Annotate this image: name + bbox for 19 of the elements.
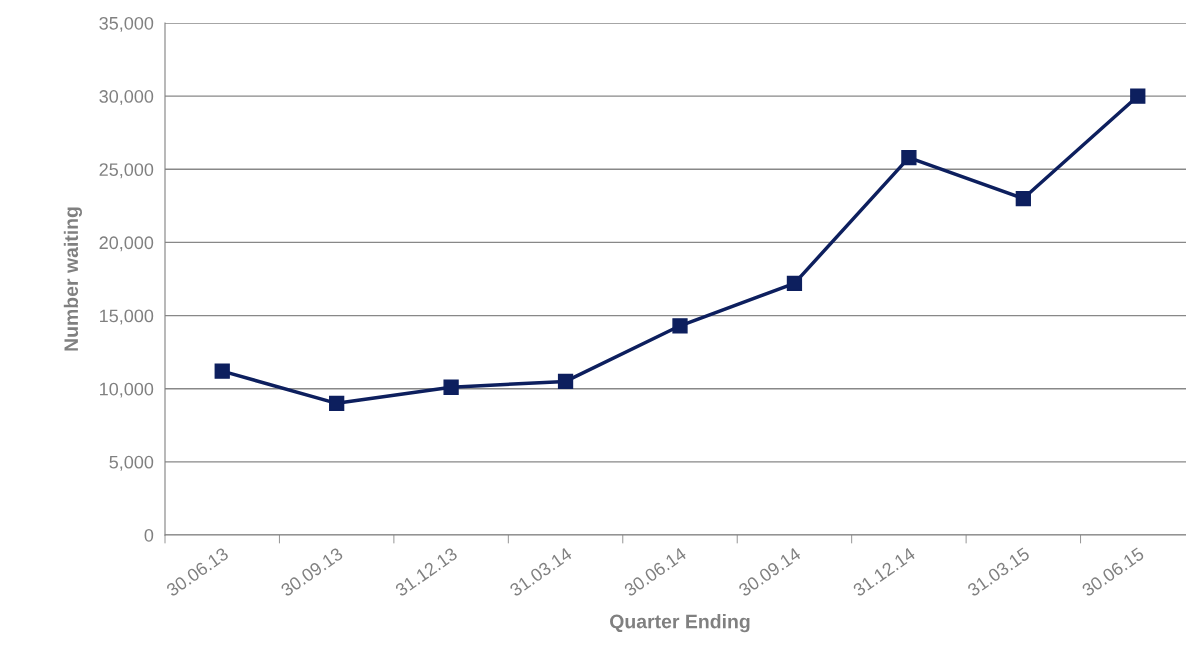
y-tick-label: 20,000 <box>99 236 154 252</box>
y-tick-label: 35,000 <box>99 16 154 32</box>
y-tick-label: 25,000 <box>99 163 154 179</box>
x-axis-title: Quarter Ending <box>610 614 750 633</box>
y-tick-label: 15,000 <box>100 309 154 325</box>
point <box>329 395 345 411</box>
point <box>1015 190 1031 207</box>
point <box>672 318 688 334</box>
point <box>443 379 459 395</box>
y-tick-label: 0 <box>144 528 154 542</box>
y-tick-label: 30,000 <box>99 90 154 105</box>
point <box>214 363 230 379</box>
point <box>1130 88 1146 104</box>
y-tick-label: 10,000 <box>100 382 154 398</box>
y-tick-label: 5,000 <box>109 455 154 471</box>
point <box>901 149 917 166</box>
point <box>557 373 574 390</box>
point <box>786 275 803 292</box>
y-axis-title: Number waiting <box>63 207 82 351</box>
